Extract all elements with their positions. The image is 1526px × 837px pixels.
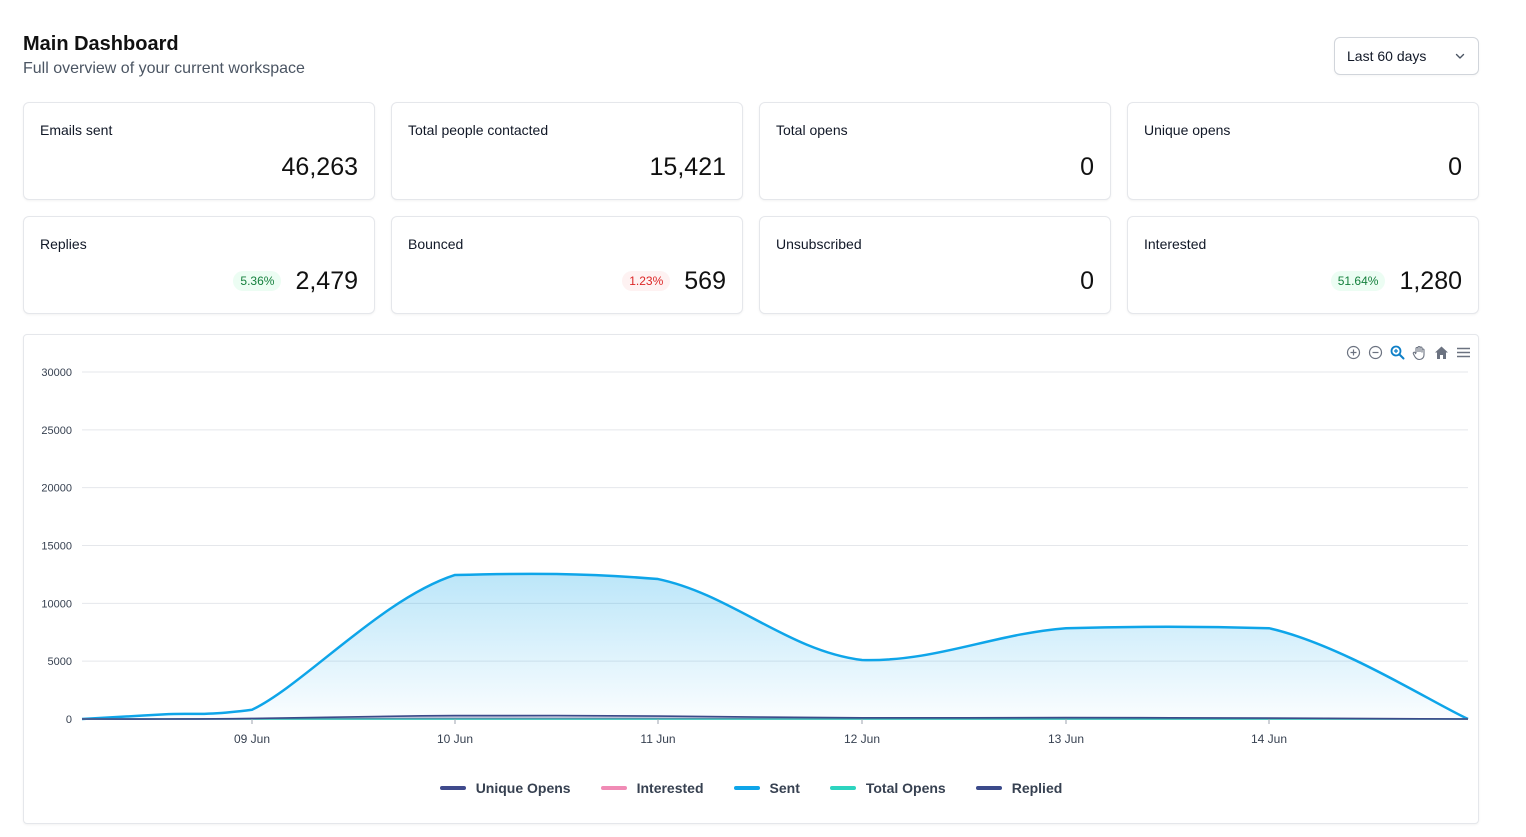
legend-item-sent[interactable]: Sent <box>733 780 800 796</box>
stat-label: Interested <box>1144 236 1207 252</box>
bounced-rate-badge: 1.23% <box>622 271 671 291</box>
legend-item-interested[interactable]: Interested <box>600 780 704 796</box>
interested-rate-badge: 51.64% <box>1330 271 1386 291</box>
legend-item-unique-opens[interactable]: Unique Opens <box>439 780 571 796</box>
page-header: Main Dashboard Full overview of your cur… <box>23 32 305 79</box>
legend-marker <box>829 786 856 790</box>
stat-label: Replies <box>40 236 87 252</box>
zoom-out-icon[interactable] <box>1367 344 1384 361</box>
stat-card-emails-sent: Emails sent 46,263 <box>23 102 375 200</box>
replies-rate-badge: 5.36% <box>233 271 282 291</box>
stat-label: Unsubscribed <box>776 236 862 252</box>
stat-card-total-opens: Total opens 0 <box>759 102 1111 200</box>
x-tick-label: 11 Jun <box>640 732 675 746</box>
stat-card-total-people-contacted: Total people contacted 15,421 <box>391 102 743 200</box>
x-tick-label: 13 Jun <box>1048 732 1084 746</box>
stat-value: 0 <box>1448 153 1462 181</box>
zoom-in-icon[interactable] <box>1345 344 1362 361</box>
stat-value: 46,263 <box>281 153 358 181</box>
stat-label: Total opens <box>776 122 848 138</box>
chart-legend: Unique Opens Interested Sent Total Opens Rep… <box>24 780 1478 796</box>
stat-label: Unique opens <box>1144 122 1231 138</box>
stat-card-bounced: Bounced 1.23% 569 <box>391 216 743 314</box>
stat-value: 1,280 <box>1399 267 1462 295</box>
page-subtitle: Full overview of your current workspace <box>23 60 305 77</box>
legend-label: Sent <box>769 780 800 796</box>
pan-hand-icon[interactable] <box>1411 344 1428 361</box>
page-title: Main Dashboard <box>23 33 179 55</box>
legend-item-replied[interactable]: Replied <box>975 780 1063 796</box>
stat-value: 15,421 <box>649 153 726 181</box>
activity-chart: 0 5000 10000 15000 20000 25000 30000 09 Jun 10 J… <box>41 367 1469 746</box>
legend-marker <box>733 786 760 790</box>
legend-marker <box>439 786 466 790</box>
y-tick-label: 20000 <box>41 483 72 495</box>
stat-value: 0 <box>1080 153 1094 181</box>
chart-toolbar <box>1345 344 1472 361</box>
stat-value: 569 <box>684 267 726 295</box>
y-tick-label: 15000 <box>41 541 72 553</box>
activity-chart-panel: 0 5000 10000 15000 20000 25000 30000 09 Jun 10 J… <box>23 334 1479 824</box>
y-tick-label: 30000 <box>41 367 72 379</box>
stat-label: Bounced <box>408 236 464 252</box>
legend-marker <box>975 786 1002 790</box>
legend-item-total-opens[interactable]: Total Opens <box>829 780 946 796</box>
x-tick-label: 09 Jun <box>234 732 270 746</box>
stat-card-replies: Replies 5.36% 2,479 <box>23 216 375 314</box>
legend-label: Replied <box>1011 780 1063 796</box>
series-line-replied <box>81 714 1469 720</box>
date-range-select[interactable]: Last 60 days <box>1334 37 1479 75</box>
legend-label: Unique Opens <box>475 780 571 796</box>
stat-label: Total people contacted <box>408 122 549 138</box>
chevron-down-icon <box>1454 50 1466 62</box>
x-tick-label: 10 Jun <box>437 732 473 746</box>
menu-icon[interactable] <box>1455 344 1472 361</box>
x-tick-label: 14 Jun <box>1251 732 1287 746</box>
stat-card-unique-opens: Unique opens 0 <box>1127 102 1479 200</box>
reset-home-icon[interactable] <box>1433 344 1450 361</box>
legend-marker <box>600 786 627 790</box>
series-area-sent <box>82 573 1468 719</box>
y-tick-label: 25000 <box>41 425 72 437</box>
series-line-sent <box>81 572 1469 721</box>
x-tick-label: 12 Jun <box>844 732 880 746</box>
stat-card-unsubscribed: Unsubscribed 0 <box>759 216 1111 314</box>
stat-value: 0 <box>1080 267 1094 295</box>
legend-label: Total Opens <box>865 780 946 796</box>
selection-zoom-icon[interactable] <box>1389 344 1406 361</box>
stat-value: 2,479 <box>295 267 358 295</box>
y-tick-label: 5000 <box>48 656 72 668</box>
legend-label: Interested <box>636 780 704 796</box>
y-tick-label: 10000 <box>41 598 72 610</box>
stat-card-interested: Interested 51.64% 1,280 <box>1127 216 1479 314</box>
y-tick-label: 0 <box>66 714 72 726</box>
date-range-value: Last 60 days <box>1347 48 1427 64</box>
stat-label: Emails sent <box>40 122 113 138</box>
